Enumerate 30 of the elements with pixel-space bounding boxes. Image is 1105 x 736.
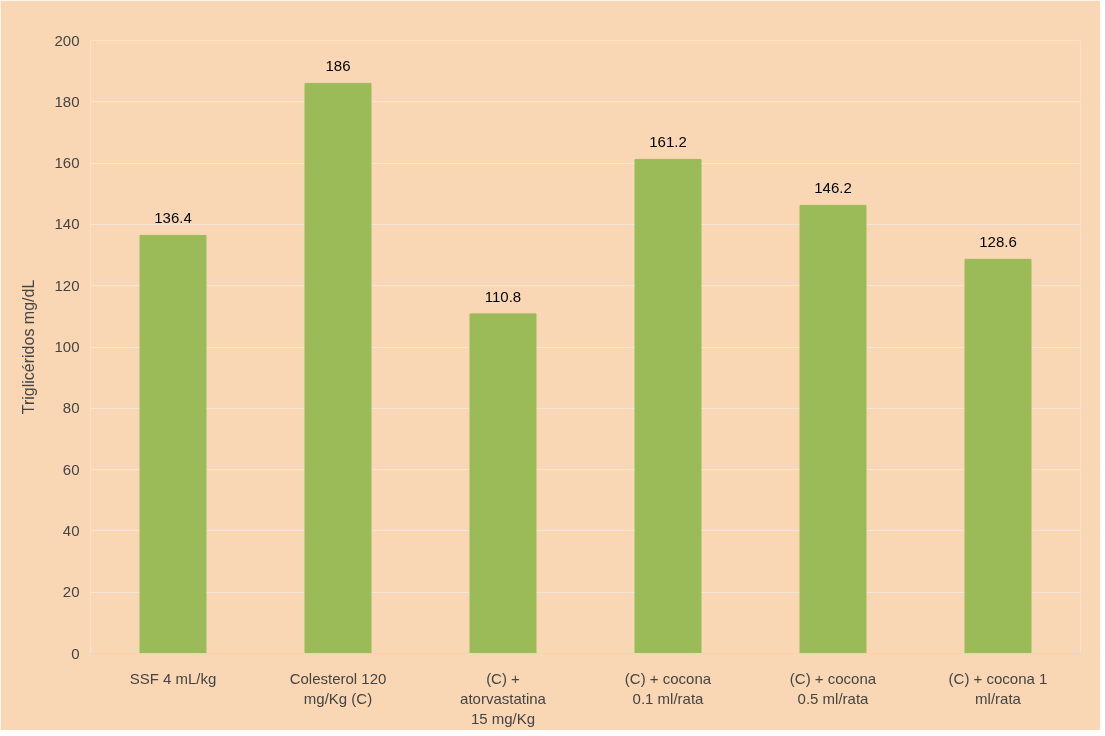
data-label: 110.8 [484, 287, 522, 305]
data-label: 186 [325, 57, 351, 75]
y-tick-label: 60 [62, 460, 80, 478]
y-tick-label: 80 [62, 399, 80, 417]
y-tick-label: 200 [54, 31, 80, 49]
data-label: 146.2 [814, 179, 852, 197]
bar [799, 204, 867, 654]
x-tick-label: (C) + cocona 0.5 ml/rata [789, 669, 877, 707]
x-tick-label: Colesterol 120 mg/Kg (C) [289, 669, 387, 707]
y-tick-label: 20 [62, 583, 80, 601]
y-tick-label: 160 [54, 154, 80, 172]
x-tick-label: (C) + atorvastatina 15 mg/Kg [460, 669, 547, 728]
x-tick-label: (C) + cocona 1 ml/rata [948, 669, 1048, 707]
data-label: 136.4 [154, 209, 192, 227]
y-tick-label: 40 [62, 521, 80, 539]
x-tick-label: SSF 4 mL/kg [129, 669, 217, 687]
y-tick-label: 100 [54, 338, 80, 355]
y-axis-title: Triglicéridos mg/dL [20, 279, 38, 415]
y-tick-label: 0 [71, 644, 80, 662]
bar [964, 258, 1032, 654]
data-label: 161.2 [649, 133, 687, 151]
y-tick-label: 140 [54, 215, 80, 233]
x-tick-label: (C) + cocona 0.1 ml/rata [624, 669, 712, 707]
data-label: 128.6 [979, 233, 1017, 251]
bar [469, 313, 537, 654]
y-tick-label: 180 [54, 92, 80, 110]
bar [139, 234, 207, 654]
bar [304, 82, 372, 654]
y-tick-label: 120 [54, 276, 80, 294]
bar [634, 158, 702, 654]
